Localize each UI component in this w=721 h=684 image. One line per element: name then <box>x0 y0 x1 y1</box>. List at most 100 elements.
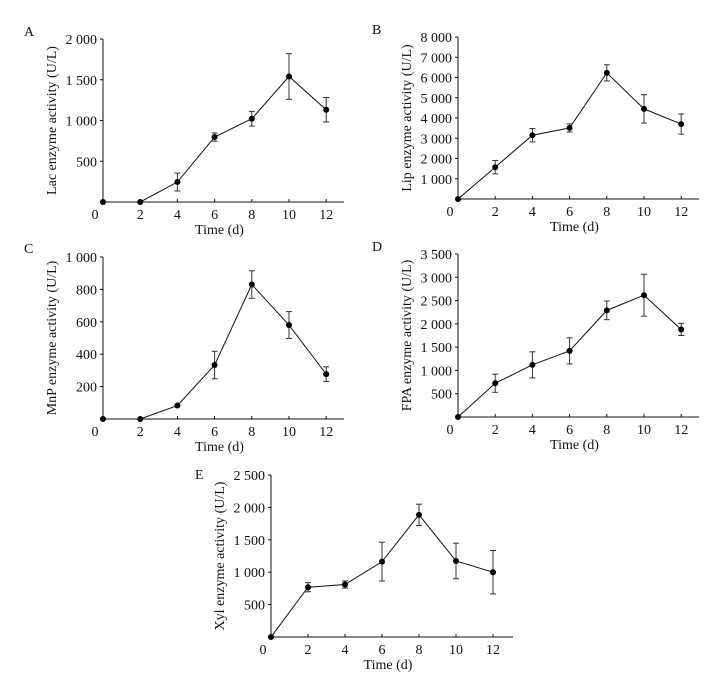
data-point <box>678 326 685 333</box>
y-tick-label: 1 000 <box>66 115 98 130</box>
x-tick-label: 2 <box>305 643 312 658</box>
x-tick-label: 12 <box>486 643 500 658</box>
x-axis-label: Time (d) <box>550 438 599 453</box>
data-point <box>342 581 348 588</box>
data-point <box>566 124 573 131</box>
panel-a: A 500 1 000 1 500 2 000 0 2 4 6 8 10 12 Time (d) Lac … <box>24 25 344 238</box>
y-tick-label: 2 000 <box>421 153 453 168</box>
x-tick-label: 6 <box>566 423 573 438</box>
data-point <box>603 307 610 314</box>
x-tick-label: 6 <box>566 205 573 220</box>
x-tick-label: 0 <box>92 425 99 440</box>
x-tick-label: 2 <box>492 205 499 220</box>
x-tick-label: 4 <box>342 643 349 658</box>
data-point <box>455 414 461 420</box>
data-point <box>641 292 647 299</box>
panel-c: C 200 400 600 800 1 000 0 2 4 6 8 10 12 Time (d) MnP e… <box>24 242 344 455</box>
data-point <box>453 557 459 564</box>
x-tick-label: 6 <box>211 425 218 440</box>
y-tick-label: 3 000 <box>421 132 453 147</box>
x-tick-label: 2 <box>137 208 144 223</box>
data-point <box>490 569 496 576</box>
y-tick-label: 2 500 <box>421 295 453 310</box>
x-tick-label: 2 <box>137 425 144 440</box>
panel-letter: B <box>372 23 381 38</box>
x-tick-label: 6 <box>211 208 218 223</box>
data-point <box>211 362 218 369</box>
x-tick-label: 0 <box>260 643 267 658</box>
x-tick-label: 6 <box>379 643 386 658</box>
panel-d: D 500 1 000 1 500 2 000 2 500 3 000 3 500 0 2 4 6 8 1… <box>372 240 699 453</box>
x-axis-label: Time (d) <box>550 220 599 235</box>
data-point <box>603 69 610 76</box>
data-point <box>529 361 536 368</box>
data-point <box>248 281 255 288</box>
y-tick-label: 800 <box>76 283 97 298</box>
y-tick-label: 2 000 <box>421 318 453 333</box>
y-tick-label: 3 000 <box>421 271 453 286</box>
data-point <box>286 73 292 80</box>
y-tick-label: 400 <box>76 348 97 363</box>
data-point <box>174 402 181 409</box>
y-tick-label: 4 000 <box>421 112 453 127</box>
panel-letter: D <box>372 240 382 255</box>
y-axis-label: Lac enzyme activity (U/L) <box>45 46 60 195</box>
data-point <box>305 584 311 591</box>
y-axis-label: FPA enzyme activity (U/L) <box>400 259 415 411</box>
y-tick-label: 200 <box>76 381 97 396</box>
y-tick-label: 500 <box>431 388 452 403</box>
y-tick-label: 1 500 <box>66 74 98 89</box>
x-tick-label: 0 <box>447 205 454 220</box>
y-axis-label: Xyl enzyme activity (U/L) <box>213 481 228 630</box>
y-tick-label: 1 500 <box>234 534 266 549</box>
y-tick-label: 1 000 <box>66 251 98 266</box>
data-point <box>641 105 647 112</box>
x-tick-label: 12 <box>319 208 333 223</box>
y-tick-label: 500 <box>76 155 97 170</box>
data-point <box>455 196 461 202</box>
y-tick-label: 600 <box>76 316 97 331</box>
y-tick-label: 500 <box>244 599 265 614</box>
data-point <box>286 322 292 329</box>
x-tick-label: 0 <box>447 423 454 438</box>
y-tick-label: 1 000 <box>234 566 266 581</box>
y-tick-label: 8 000 <box>421 31 453 46</box>
y-tick-label: 7 000 <box>421 51 453 66</box>
x-axis-label: Time (d) <box>195 223 244 238</box>
y-tick-label: 2 000 <box>234 501 266 516</box>
data-point <box>379 558 385 565</box>
y-tick-label: 2 500 <box>234 469 266 484</box>
data-point <box>268 634 274 640</box>
x-tick-label: 8 <box>603 423 610 438</box>
data-point <box>678 121 685 128</box>
x-tick-label: 0 <box>92 208 99 223</box>
x-tick-label: 12 <box>319 425 333 440</box>
y-tick-label: 3 500 <box>421 248 453 263</box>
data-point <box>137 199 144 205</box>
data-point <box>529 132 536 139</box>
x-tick-label: 10 <box>637 423 651 438</box>
data-point <box>100 199 106 205</box>
x-tick-label: 10 <box>449 643 463 658</box>
y-tick-label: 2 000 <box>66 33 98 48</box>
data-point <box>566 347 573 354</box>
data-point <box>323 371 330 378</box>
data-point <box>492 164 499 171</box>
x-tick-label: 12 <box>674 423 688 438</box>
y-tick-label: 1 000 <box>421 173 453 188</box>
series-line <box>457 72 682 200</box>
panel-b: B 1 000 2 000 3 000 4 000 5 000 6 000 7 000 8 00… <box>372 23 699 235</box>
data-point <box>492 380 499 387</box>
panel-e: E 500 1 000 1 500 2 000 2 500 0 2 4 6 8 10 12 Time (d… <box>195 468 513 673</box>
data-point <box>248 115 255 122</box>
x-tick-label: 8 <box>248 425 255 440</box>
data-point <box>174 179 181 186</box>
y-tick-label: 6 000 <box>421 72 453 87</box>
data-point <box>211 134 218 141</box>
panel-letter: E <box>195 468 204 483</box>
data-point <box>416 511 422 518</box>
x-tick-label: 8 <box>603 205 610 220</box>
x-tick-label: 10 <box>637 205 651 220</box>
